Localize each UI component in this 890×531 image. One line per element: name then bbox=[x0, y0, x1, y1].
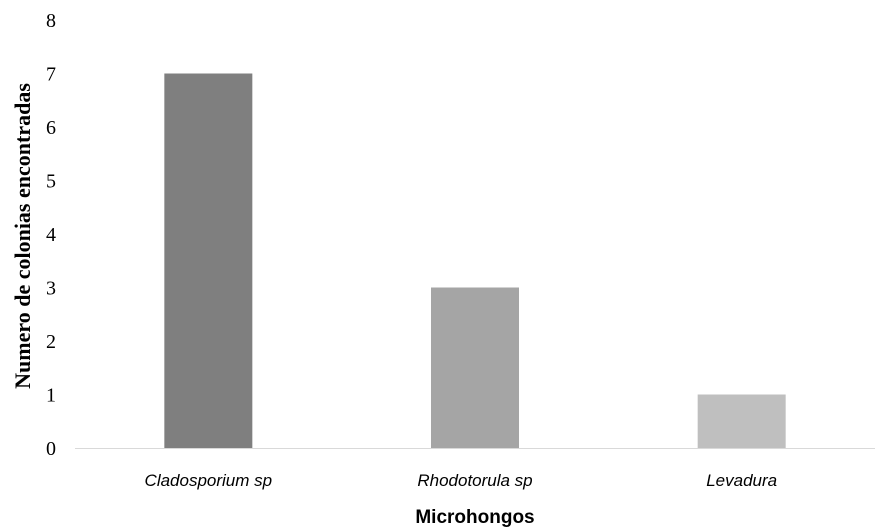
y-axis-ticks: 0 1 2 3 4 5 6 7 8 bbox=[46, 10, 56, 460]
y-tick-label: 2 bbox=[46, 331, 56, 353]
x-axis-categories: Cladosporium sp Rhodotorula sp Levadura bbox=[145, 471, 778, 490]
bar-levadura bbox=[697, 394, 786, 448]
y-tick-label: 4 bbox=[46, 224, 56, 246]
y-tick-label: 7 bbox=[46, 64, 56, 86]
y-tick-label: 0 bbox=[46, 438, 56, 460]
x-category-label: Cladosporium sp bbox=[145, 471, 273, 490]
y-tick-label: 1 bbox=[46, 385, 56, 407]
bar-rhodotorula-sp bbox=[431, 287, 519, 448]
bars bbox=[164, 73, 786, 448]
x-axis-title: Microhongos bbox=[415, 507, 534, 528]
y-tick-label: 5 bbox=[46, 171, 56, 193]
y-tick-label: 3 bbox=[46, 278, 56, 300]
bar-cladosporium-sp bbox=[164, 73, 253, 448]
y-tick-label: 8 bbox=[46, 10, 56, 32]
x-category-label: Rhodotorula sp bbox=[417, 471, 532, 490]
y-axis-title: Numero de colonias encontradas bbox=[10, 83, 35, 389]
y-tick-label: 6 bbox=[46, 117, 56, 139]
x-category-label: Levadura bbox=[706, 471, 777, 490]
